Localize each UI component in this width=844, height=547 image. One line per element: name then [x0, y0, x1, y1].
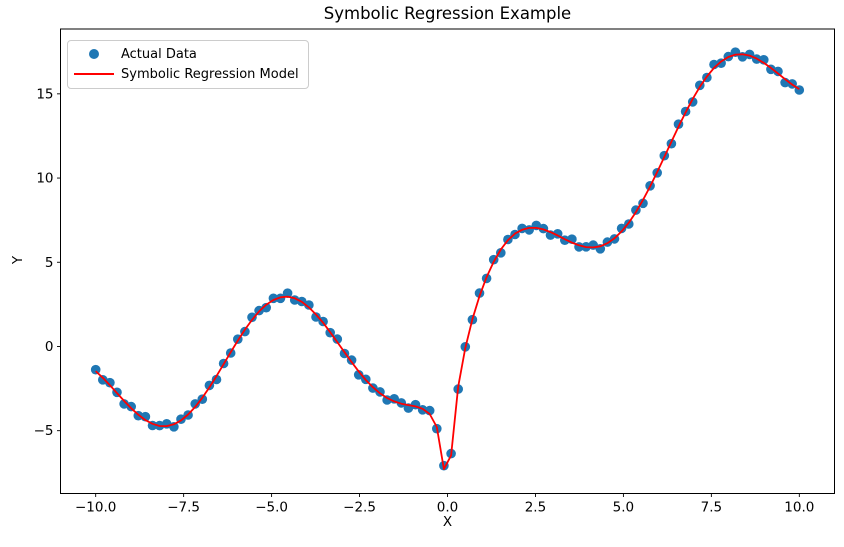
data-point: [211, 374, 222, 385]
x-tick-label: −5.0: [255, 500, 288, 516]
x-axis-label: X: [442, 514, 453, 530]
y-tick-label: 15: [36, 86, 53, 102]
legend-icon-slot: [71, 49, 117, 59]
y-tick-label: 0: [45, 339, 54, 355]
data-point: [261, 302, 272, 313]
x-tick-label: 2.5: [525, 500, 546, 516]
data-point: [353, 370, 364, 380]
x-tick-label: 7.5: [701, 500, 722, 516]
x-tick-label: −2.5: [343, 500, 376, 516]
y-tick-label: 5: [45, 255, 54, 271]
y-axis-label: Y: [10, 255, 27, 265]
legend-icon-slot: [71, 73, 117, 75]
data-point: [282, 288, 293, 299]
data-point: [616, 223, 627, 234]
x-tick-label: 5.0: [613, 500, 634, 516]
legend-item-actual-data: Actual Data: [71, 46, 299, 62]
data-point: [247, 312, 257, 323]
data-point: [332, 334, 343, 344]
data-point: [773, 66, 783, 77]
regression-line: [95, 53, 800, 471]
x-tick-label: 10.0: [784, 500, 814, 516]
legend-label-model: Symbolic Regression Model: [121, 66, 299, 82]
data-point: [105, 377, 115, 388]
legend: Actual Data Symbolic Regression Model: [67, 40, 309, 89]
chart-title: Symbolic Regression Example: [323, 4, 572, 23]
data-point: [304, 300, 314, 310]
data-point: [126, 401, 136, 412]
x-tick-label: −7.5: [167, 500, 200, 516]
y-tick-label: 10: [36, 171, 53, 187]
data-point: [311, 312, 321, 322]
x-tick-label: −10.0: [75, 500, 116, 516]
data-point: [275, 293, 286, 304]
data-point: [382, 395, 392, 405]
x-tick-label: 0.0: [437, 500, 458, 516]
y-tick-label: −5: [34, 423, 54, 439]
line-marker-icon: [74, 73, 114, 75]
legend-item-model: Symbolic Regression Model: [71, 66, 299, 82]
data-point: [190, 399, 200, 409]
legend-label-actual-data: Actual Data: [121, 46, 197, 62]
scatter-marker-icon: [89, 49, 99, 59]
data-point: [90, 364, 101, 375]
